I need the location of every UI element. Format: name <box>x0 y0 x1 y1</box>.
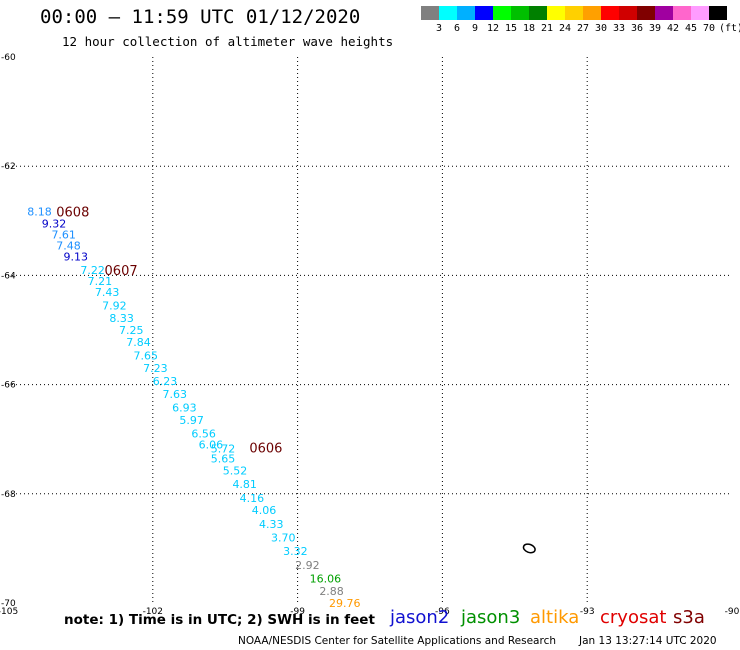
scale-label: 27 <box>576 23 590 34</box>
lat-tick-label: -70 <box>1 599 16 609</box>
color-swatch <box>673 6 691 20</box>
wave-height-label: 5.72 <box>211 442 236 455</box>
wave-height-label: 7.22 <box>80 264 105 277</box>
color-swatch <box>601 6 619 20</box>
color-swatch <box>709 6 727 20</box>
color-swatch <box>565 6 583 20</box>
wave-height-label: 2.88 <box>319 585 344 598</box>
wave-height-label: 7.65 <box>133 350 158 363</box>
color-swatch <box>511 6 529 20</box>
wave-height-label: 7.48 <box>56 239 80 252</box>
wave-height-label: 6.06 <box>199 439 224 452</box>
wave-height-label: 6.56 <box>191 428 216 441</box>
scale-label: 9 <box>471 23 479 34</box>
wave-height-label: 29.76 <box>329 597 361 610</box>
wave-height-label: 9.13 <box>64 250 89 263</box>
island-outline <box>522 543 536 554</box>
wave-height-label: 6.23 <box>153 375 178 388</box>
lon-tick-label: -99 <box>290 607 305 617</box>
legend-altika: altika <box>530 607 580 628</box>
wave-height-label: 8.33 <box>109 312 134 325</box>
wave-height-label: 4.33 <box>259 518 284 531</box>
scale-label: 12 <box>486 23 500 34</box>
legend-jason3: jason3 <box>461 607 521 628</box>
wave-height-label: 7.21 <box>88 275 113 288</box>
lon-tick-label: -90 <box>725 607 740 617</box>
wave-height-label: 5.52 <box>223 464 248 477</box>
wave-height-label: 6.93 <box>172 402 197 415</box>
scale-label: 3 <box>435 23 443 34</box>
wave-height-label: 4.06 <box>252 504 277 517</box>
time-label: 0606 <box>249 441 282 456</box>
lon-tick-label: -105 <box>0 607 18 617</box>
color-swatch <box>529 6 547 20</box>
wave-height-label: 7.84 <box>126 336 150 349</box>
lon-tick-label: -93 <box>580 607 595 617</box>
color-swatch <box>655 6 673 20</box>
scale-label: 45 <box>684 23 698 34</box>
lat-tick-label: -64 <box>1 271 16 281</box>
wave-height-label: 8.18 <box>27 206 52 219</box>
lon-tick-label: -96 <box>435 607 450 617</box>
map-title: 00:00 – 11:59 UTC 01/12/2020 <box>40 6 361 28</box>
scale-label: 21 <box>540 23 554 34</box>
lat-tick-label: -60 <box>1 53 16 63</box>
wave-height-label: 9.32 <box>42 218 67 231</box>
units-note: note: 1) Time is in UTC; 2) SWH is in fe… <box>64 612 375 628</box>
scale-label: 33 <box>612 23 626 34</box>
lat-tick-label: -62 <box>1 162 16 172</box>
scale-label: 30 <box>594 23 608 34</box>
wave-height-label: 3.70 <box>271 531 296 544</box>
lat-tick-label: -66 <box>1 381 16 391</box>
color-swatch <box>493 6 511 20</box>
wave-height-label: 16.06 <box>310 572 342 585</box>
scale-label: 15 <box>504 23 518 34</box>
wave-height-label: 5.97 <box>179 414 204 427</box>
scale-label: 36 <box>630 23 644 34</box>
map-subtitle: 12 hour collection of altimeter wave hei… <box>62 34 394 49</box>
wave-height-label: 7.43 <box>95 286 120 299</box>
lon-tick-label: -102 <box>143 607 163 617</box>
scale-label: 24 <box>558 23 572 34</box>
scale-label: 18 <box>522 23 536 34</box>
wave-height-label: 4.16 <box>240 492 265 505</box>
color-swatch <box>547 6 565 20</box>
wave-height-label: 7.23 <box>143 362 168 375</box>
color-swatch <box>691 6 709 20</box>
wave-height-label: 5.65 <box>211 452 236 465</box>
color-swatch <box>457 6 475 20</box>
color-swatch <box>439 6 457 20</box>
color-swatch <box>475 6 493 20</box>
wave-height-label: 7.61 <box>51 228 76 241</box>
lat-tick-label: -68 <box>1 490 16 500</box>
footer-timestamp: Jan 13 13:27:14 UTC 2020 <box>579 635 717 647</box>
scale-label: 70 <box>702 23 716 34</box>
scale-unit: (ft) <box>719 23 740 34</box>
legend-jason2: jason2 <box>390 607 450 628</box>
wave-height-label: 3.32 <box>283 545 308 558</box>
footer-credit: NOAA/NESDIS Center for Satellite Applica… <box>238 635 556 647</box>
color-swatch <box>583 6 601 20</box>
wave-height-label: 4.81 <box>232 478 257 491</box>
color-swatch <box>637 6 655 20</box>
legend-cryosat: cryosat <box>600 607 667 628</box>
scale-label: 39 <box>648 23 662 34</box>
time-label: 0607 <box>105 264 138 279</box>
color-swatch <box>619 6 637 20</box>
legend-s3a: s3a <box>673 607 705 628</box>
wave-height-label: 7.63 <box>162 388 187 401</box>
color-swatch <box>421 6 439 20</box>
wave-height-label: 7.92 <box>102 299 127 312</box>
scale-label: 42 <box>666 23 680 34</box>
wave-height-label: 7.25 <box>119 324 144 337</box>
wave-height-label: 2.92 <box>295 559 320 572</box>
scale-label: 6 <box>453 23 461 34</box>
time-label: 0608 <box>56 206 89 221</box>
